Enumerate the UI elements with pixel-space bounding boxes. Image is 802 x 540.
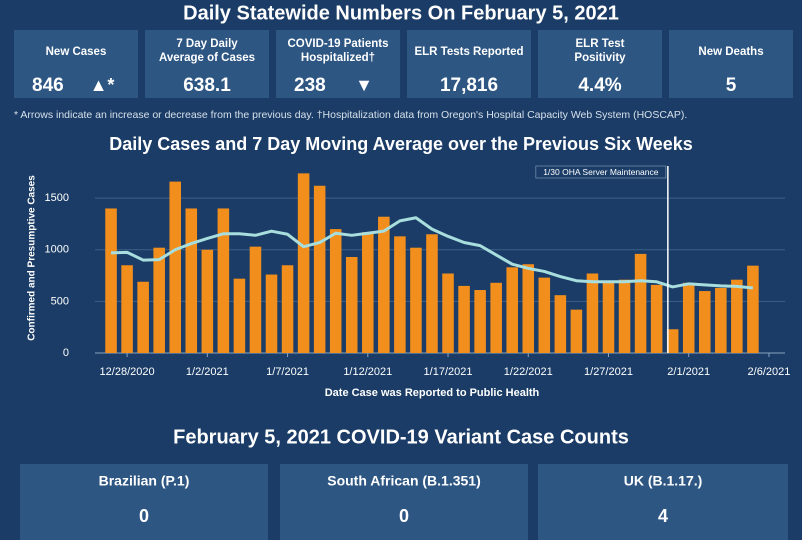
chart-title: Daily Cases and 7 Day Moving Average ove… bbox=[109, 134, 693, 154]
x-axis-title: Date Case was Reported to Public Health bbox=[325, 387, 540, 399]
note: * Arrows indicate an increase or decreas… bbox=[14, 109, 687, 121]
y-tick-label: 500 bbox=[51, 295, 69, 307]
kpi-value: 5 bbox=[726, 75, 737, 96]
kpi-card bbox=[538, 30, 662, 98]
x-tick-label: 1/12/2021 bbox=[343, 366, 392, 378]
kpi-value: 846 bbox=[32, 75, 64, 96]
bar bbox=[394, 236, 406, 353]
bar bbox=[378, 216, 390, 353]
bar bbox=[634, 253, 647, 353]
bar bbox=[153, 247, 165, 353]
kpi-label: COVID-19 Patients Hospitalized† bbox=[288, 38, 389, 64]
bar bbox=[297, 173, 310, 353]
kpi-value: 17,816 bbox=[440, 75, 498, 96]
bar bbox=[458, 285, 470, 353]
kpi-label: ELR Tests Reported bbox=[414, 46, 523, 58]
kpi-value: 638.1 bbox=[183, 75, 231, 96]
bar bbox=[570, 309, 583, 353]
bar bbox=[185, 208, 198, 353]
x-tick-label: 2/6/2021 bbox=[748, 366, 791, 378]
bar bbox=[105, 208, 117, 353]
bar bbox=[121, 265, 133, 353]
x-tick-label: 1/22/2021 bbox=[504, 366, 553, 378]
bar bbox=[329, 229, 342, 353]
kpi-card bbox=[145, 30, 269, 98]
bar bbox=[233, 278, 246, 353]
bar bbox=[345, 256, 358, 353]
kpi-arrow: ▼ bbox=[355, 75, 373, 95]
annotation-box bbox=[535, 165, 667, 179]
moving-average-line bbox=[110, 216, 754, 290]
variant-card bbox=[20, 464, 268, 540]
variant-value: 4 bbox=[658, 506, 668, 526]
bar bbox=[137, 281, 149, 353]
x-tick-label: 1/27/2021 bbox=[584, 366, 633, 378]
bar bbox=[602, 281, 615, 353]
bar bbox=[618, 279, 631, 353]
kpi-value: 238 bbox=[294, 75, 326, 96]
variant-label: South African (B.1.351) bbox=[327, 473, 481, 489]
x-tick-label: 1/2/2021 bbox=[186, 366, 229, 378]
bar bbox=[650, 284, 663, 353]
bar bbox=[169, 181, 182, 353]
variant-label: Brazilian (P.1) bbox=[99, 473, 190, 489]
kpi-label: ELR Test Positivity bbox=[574, 38, 626, 64]
bar bbox=[313, 185, 326, 353]
bar bbox=[747, 265, 759, 353]
bar bbox=[554, 295, 567, 353]
bar bbox=[442, 273, 454, 353]
x-tick-label: 1/17/2021 bbox=[424, 366, 473, 378]
kpi-arrow: ▲* bbox=[90, 75, 115, 95]
kpi-label: New Cases bbox=[46, 46, 107, 58]
bar bbox=[426, 234, 438, 353]
bar bbox=[201, 249, 214, 353]
variant-value: 0 bbox=[399, 506, 409, 526]
bar bbox=[217, 208, 230, 353]
kpi-label: New Deaths bbox=[698, 46, 763, 58]
y-tick-label: 1500 bbox=[45, 192, 69, 204]
kpi-value: 4.4% bbox=[578, 75, 621, 96]
bar bbox=[538, 277, 551, 353]
variant-card bbox=[538, 464, 788, 540]
bar bbox=[474, 290, 486, 353]
bar bbox=[281, 265, 294, 353]
variant-card bbox=[280, 464, 528, 540]
bar bbox=[249, 246, 262, 353]
y-tick-label: 0 bbox=[63, 347, 69, 359]
bar bbox=[362, 232, 374, 353]
bar bbox=[715, 287, 727, 353]
bar bbox=[682, 282, 695, 353]
bar bbox=[265, 274, 278, 353]
bar bbox=[522, 264, 535, 353]
kpi-card bbox=[407, 30, 531, 98]
bar bbox=[698, 291, 711, 353]
kpi-card bbox=[669, 30, 793, 98]
x-tick-label: 2/1/2021 bbox=[667, 366, 710, 378]
bar bbox=[666, 329, 679, 353]
kpi-card bbox=[276, 30, 400, 98]
kpi-card bbox=[14, 30, 138, 98]
title: Daily Statewide Numbers On February 5, 2… bbox=[183, 2, 619, 24]
y-tick-label: 1000 bbox=[45, 244, 69, 256]
bar bbox=[586, 273, 599, 353]
kpi-label: 7 Day Daily Average of Cases bbox=[159, 38, 255, 64]
annotation-text: 1/30 OHA Server Maintenance bbox=[543, 167, 659, 177]
bar bbox=[506, 267, 518, 353]
bar bbox=[490, 282, 502, 353]
x-tick-label: 12/28/2020 bbox=[100, 366, 155, 378]
bar bbox=[410, 247, 422, 353]
y-axis-title: Confirmed and Presumptive Cases bbox=[27, 175, 38, 341]
variant-title: February 5, 2021 COVID-19 Variant Case C… bbox=[173, 426, 629, 448]
bar bbox=[731, 279, 743, 353]
variant-label: UK (B.1.17.) bbox=[624, 473, 703, 489]
x-tick-label: 1/7/2021 bbox=[266, 366, 309, 378]
variant-value: 0 bbox=[139, 506, 149, 526]
